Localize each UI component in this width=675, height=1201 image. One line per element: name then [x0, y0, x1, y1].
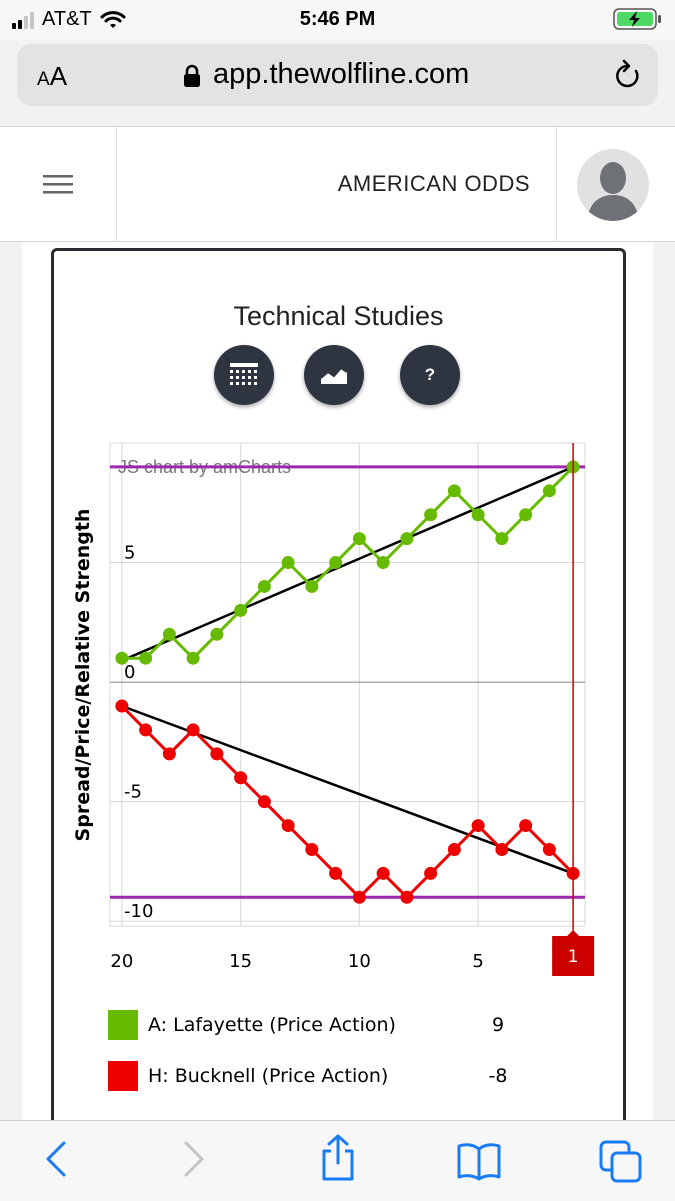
data-point[interactable] — [139, 723, 153, 737]
legend-item-lafayette[interactable]: A: Lafayette (Price Action) 9 — [108, 1008, 504, 1042]
data-point[interactable] — [305, 579, 319, 593]
data-point[interactable] — [139, 651, 153, 665]
data-point[interactable] — [115, 699, 129, 713]
user-icon — [587, 162, 639, 221]
app-header: AMERICAN ODDS — [0, 126, 675, 242]
grid-button[interactable] — [214, 345, 274, 405]
data-point[interactable] — [424, 866, 438, 880]
data-point[interactable] — [376, 556, 390, 570]
cursor-marker[interactable] — [552, 930, 595, 976]
legend-swatch — [108, 1010, 138, 1040]
data-point[interactable] — [352, 890, 366, 904]
data-point[interactable] — [234, 771, 248, 785]
address-bar[interactable]: AA app.thewolfline.com — [17, 44, 658, 106]
browser-toolbar — [0, 1120, 675, 1201]
data-point[interactable] — [495, 842, 509, 856]
battery-charging-icon — [613, 8, 661, 30]
data-point[interactable] — [519, 508, 533, 522]
area-chart-button[interactable] — [304, 345, 364, 405]
legend-label: H: Bucknell (Price Action) — [148, 1065, 389, 1087]
legend-value: -8 — [488, 1065, 508, 1087]
bookmarks-icon[interactable] — [455, 1141, 503, 1181]
legend-item-bucknell[interactable]: H: Bucknell (Price Action) -8 — [108, 1059, 507, 1093]
trend-line — [121, 465, 574, 662]
data-point[interactable] — [281, 556, 295, 570]
x-tick-label: 5 — [472, 951, 483, 972]
data-point[interactable] — [257, 795, 271, 809]
data-point[interactable] — [281, 819, 295, 833]
data-point[interactable] — [400, 532, 414, 546]
avatar[interactable] — [577, 149, 649, 221]
clock: 5:46 PM — [299, 8, 376, 30]
x-tick-label: 10 — [348, 951, 371, 972]
legend-label: A: Lafayette (Price Action) — [148, 1014, 396, 1036]
data-point[interactable] — [115, 651, 129, 665]
cursor-label: 1 — [568, 947, 579, 967]
data-point[interactable] — [186, 651, 200, 665]
data-point[interactable] — [329, 556, 343, 570]
data-point[interactable] — [376, 866, 390, 880]
data-point[interactable] — [447, 842, 461, 856]
reload-icon[interactable] — [612, 58, 642, 92]
data-point[interactable] — [519, 819, 533, 833]
data-point[interactable] — [234, 603, 248, 617]
profile-button[interactable] — [556, 127, 675, 241]
share-icon[interactable] — [318, 1133, 358, 1183]
data-point[interactable] — [495, 532, 509, 546]
data-point[interactable] — [257, 579, 271, 593]
y-tick-label: -5 — [124, 782, 142, 803]
area-chart-icon — [320, 366, 348, 384]
data-point[interactable] — [471, 819, 485, 833]
data-point[interactable] — [352, 532, 366, 546]
help-button[interactable]: ? — [400, 345, 460, 405]
y-tick-label: 0 — [124, 662, 135, 683]
url-text[interactable]: app.thewolfline.com — [213, 58, 470, 90]
data-point[interactable] — [329, 866, 343, 880]
x-tick-label: 15 — [229, 951, 252, 972]
forward-icon[interactable] — [180, 1137, 210, 1181]
menu-button[interactable] — [0, 127, 117, 241]
data-point[interactable] — [210, 627, 224, 641]
data-point[interactable] — [162, 627, 176, 641]
page-title: AMERICAN ODDS — [337, 171, 530, 196]
data-point[interactable] — [471, 508, 485, 522]
plot-area — [109, 442, 586, 927]
data-point[interactable] — [542, 842, 556, 856]
data-point[interactable] — [424, 508, 438, 522]
signal-icon — [12, 11, 34, 29]
y-tick-label: 5 — [124, 543, 135, 564]
data-point[interactable] — [186, 723, 200, 737]
tabs-icon[interactable] — [598, 1139, 644, 1185]
data-point[interactable] — [210, 747, 224, 761]
carrier-name: AT&T — [42, 8, 92, 30]
hamburger-icon — [43, 175, 73, 194]
legend-value: 9 — [491, 1014, 505, 1036]
data-point[interactable] — [400, 890, 414, 904]
x-tick-label: 20 — [110, 951, 133, 972]
carrier-group: AT&T — [12, 8, 126, 31]
status-bar: AT&T 5:46 PM — [0, 0, 675, 40]
legend-swatch — [108, 1061, 138, 1091]
lock-icon — [184, 64, 200, 87]
text-size-button[interactable]: AA — [37, 61, 68, 91]
y-tick-label: -10 — [124, 901, 153, 922]
data-point[interactable] — [447, 484, 461, 498]
wifi-icon — [100, 10, 126, 28]
card-title: Technical Studies — [233, 301, 444, 331]
data-point[interactable] — [542, 484, 556, 498]
grid-icon — [230, 363, 258, 385]
data-point[interactable] — [305, 842, 319, 856]
back-icon[interactable] — [40, 1137, 70, 1181]
data-point[interactable] — [162, 747, 176, 761]
